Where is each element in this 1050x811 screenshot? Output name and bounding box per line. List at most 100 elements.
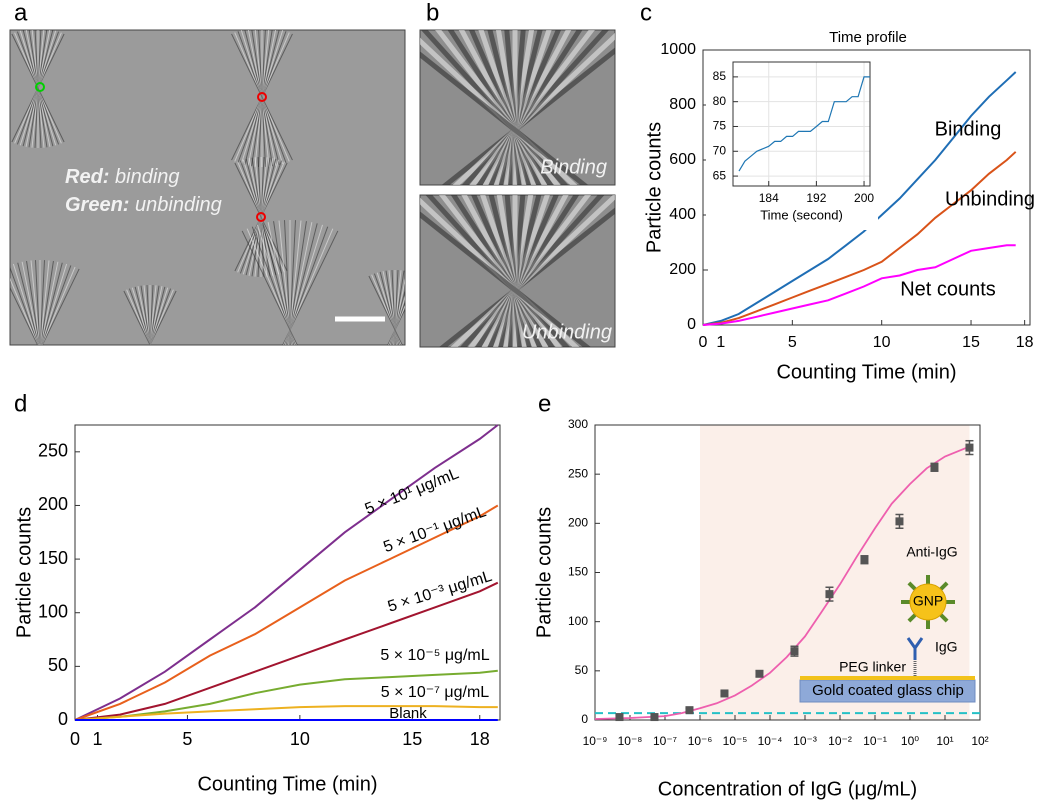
fringe — [140, 285, 151, 345]
fringe — [146, 285, 151, 345]
x-tick-label: 10 — [873, 334, 891, 351]
y-tick-label: 0 — [58, 709, 68, 729]
anti-igg — [939, 613, 949, 623]
panel-letter: c — [640, 0, 652, 26]
fringe — [149, 286, 163, 345]
data-point — [615, 713, 624, 722]
y-tick-label: 200 — [38, 494, 68, 514]
fringe — [30, 260, 41, 345]
series-label: 5 × 10⁻¹ μg/mL — [381, 503, 488, 556]
series-line — [74, 705, 498, 721]
x-tick-label: 0 — [70, 729, 80, 749]
gnp — [909, 583, 947, 621]
chart-title: Time profile — [829, 29, 907, 46]
series-line — [74, 581, 499, 721]
fringe — [41, 263, 68, 345]
x-axis-label: Counting Time (min) — [776, 361, 956, 383]
anti-igg — [939, 581, 949, 591]
legend-key: Green: — [65, 194, 129, 216]
series-label: 5 × 10⁻⁵ μg/mL — [380, 647, 489, 664]
y-tick-label: 65 — [713, 168, 727, 182]
fringe — [149, 285, 157, 345]
x-axis-label: Counting Time (min) — [197, 773, 377, 795]
fringe — [420, 211, 591, 347]
y-tick-label: 250 — [568, 466, 588, 480]
schematic-label: IgG — [935, 639, 958, 655]
data-point — [895, 517, 904, 526]
y-tick-label: 100 — [568, 614, 588, 628]
y-tick-label: 250 — [38, 441, 68, 461]
y-axis-label: Particle counts — [643, 122, 665, 253]
x-tick-label: 0 — [699, 334, 708, 351]
x-tick-label: 18 — [470, 729, 490, 749]
panel-letter: d — [14, 390, 27, 417]
x-tick-label: 15 — [962, 334, 980, 351]
fringe — [149, 285, 154, 345]
x-tick-label: 10 — [290, 729, 310, 749]
y-tick-label: 75 — [713, 119, 727, 133]
image-b-bottom-fringes — [420, 195, 615, 347]
series-line — [74, 669, 498, 721]
fringe — [241, 230, 298, 345]
fringe — [40, 261, 59, 345]
fringe — [368, 275, 403, 345]
anti-igg — [907, 613, 917, 623]
plot-frame — [732, 61, 871, 187]
fringe — [26, 260, 40, 345]
schematic-label: GNP — [913, 593, 943, 609]
x-tick-label: 10⁻⁶ — [688, 734, 713, 748]
x-axis-label: Time (second) — [760, 207, 843, 222]
fringe — [128, 288, 151, 345]
x-tick-label: 10¹ — [936, 734, 953, 748]
schematic-label: Anti-IgG — [906, 544, 957, 560]
legend-text: unbinding — [135, 194, 222, 216]
y-tick-label: 80 — [713, 94, 727, 108]
unbinding-marker — [35, 82, 45, 92]
image-b-label: Binding — [540, 156, 607, 178]
fringe — [149, 289, 174, 345]
schematic-label: Gold coated glass chip — [812, 682, 964, 699]
image-a-legend: Red: binding — [65, 166, 180, 188]
y-tick-label: 1000 — [660, 41, 696, 58]
fringe — [420, 51, 589, 185]
fringe — [149, 290, 177, 345]
y-tick-label: 200 — [568, 516, 588, 530]
y-tick-label: 150 — [38, 548, 68, 568]
shaded-range — [700, 425, 970, 720]
y-tick-label: 100 — [38, 601, 68, 621]
panel-letter: a — [14, 0, 28, 26]
y-tick-label: 70 — [713, 143, 727, 157]
gold-layer — [800, 676, 975, 680]
data-point — [860, 555, 869, 564]
y-tick-label: 600 — [669, 151, 696, 168]
fringe — [40, 262, 63, 345]
fringe — [41, 266, 76, 345]
binding-marker — [256, 212, 266, 222]
x-tick-label: 10² — [971, 734, 988, 748]
series-line — [74, 424, 499, 721]
x-tick-label: 10⁻⁴ — [758, 734, 783, 748]
legend-key: Red: — [65, 166, 109, 188]
fringe — [134, 286, 151, 345]
fringe — [40, 260, 54, 345]
x-tick-label: 10⁻⁵ — [723, 734, 748, 748]
series-line — [702, 71, 1017, 326]
y-tick-label: 0 — [687, 316, 696, 333]
image-a-legend: Green: unbinding — [65, 194, 222, 216]
plot-frame — [702, 49, 1031, 326]
data-point — [825, 590, 834, 599]
y-tick-label: 200 — [669, 261, 696, 278]
fringe — [41, 268, 80, 345]
fringe — [149, 285, 160, 345]
y-axis-label: Particle counts — [13, 507, 35, 638]
y-tick-label: 300 — [568, 417, 588, 431]
fringe — [10, 286, 39, 345]
data-point — [790, 647, 799, 656]
series-label: 5 × 10¹ μg/mL — [363, 465, 462, 518]
x-tick-label: 5 — [182, 729, 192, 749]
fringe — [149, 287, 169, 345]
fringe — [231, 33, 293, 161]
igg — [906, 637, 924, 660]
fringe — [39, 260, 45, 345]
anti-igg — [907, 581, 917, 591]
